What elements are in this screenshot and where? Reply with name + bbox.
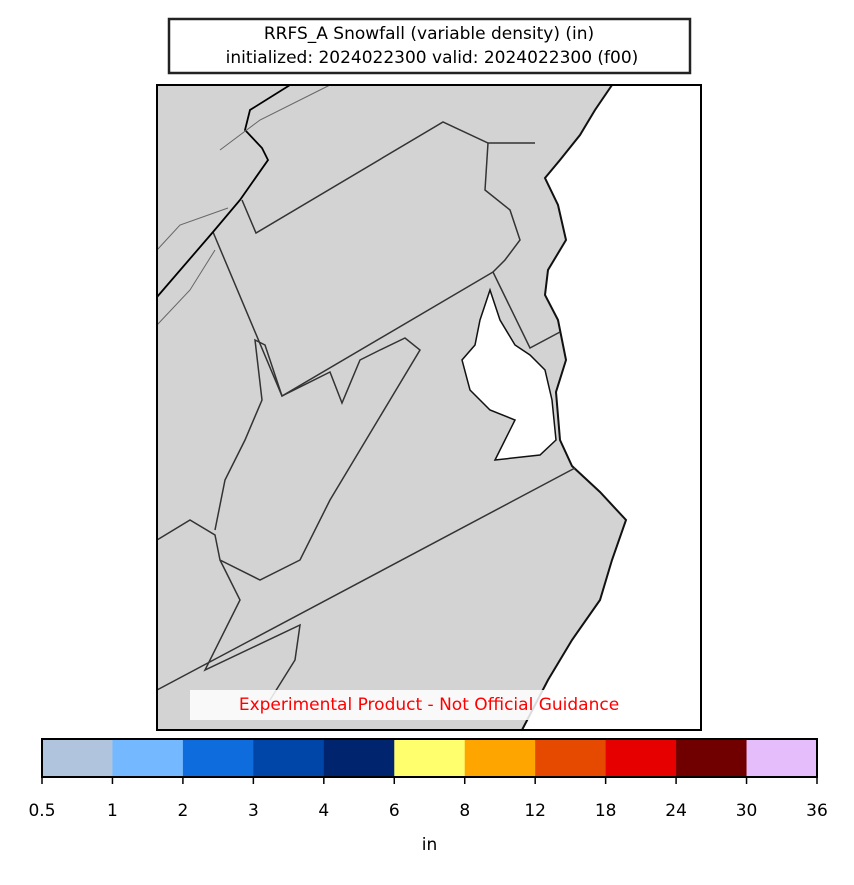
colorbar-label: in	[422, 835, 438, 855]
colorbar-tick-label: 30	[736, 801, 758, 821]
colorbar-tick-label: 3	[248, 801, 259, 821]
title-line: RRFS_A Snowfall (variable density) (in)	[264, 24, 594, 44]
colorbar-tick-label: 6	[389, 801, 400, 821]
colorbar-segment	[464, 739, 536, 777]
colorbar-tick-label: 18	[595, 801, 617, 821]
country-border	[156, 84, 291, 298]
title-box	[167, 17, 692, 75]
rivers	[156, 84, 331, 326]
colorbar-tick-label: 1	[107, 801, 118, 821]
colorbar-segment	[605, 739, 677, 777]
colorbar-segment	[746, 739, 818, 777]
colorbar-tick-label: 24	[665, 801, 687, 821]
colorbar-tick-label: 12	[524, 801, 546, 821]
colorbar-segment	[676, 739, 748, 777]
colorbar-tick-label: 2	[177, 801, 188, 821]
map-frame	[156, 84, 702, 731]
colorbar-segment	[394, 739, 466, 777]
colorbar-segment	[535, 739, 607, 777]
colorbar-frame	[41, 738, 818, 778]
bay	[461, 287, 557, 461]
colorbar-tick-label: 8	[459, 801, 470, 821]
colorbar-tick-label: 4	[318, 801, 329, 821]
state-borders	[156, 121, 576, 701]
colorbar-segment	[182, 739, 254, 777]
colorbar-segment	[323, 739, 395, 777]
land	[156, 84, 628, 731]
colorbar-tick-label: 36	[806, 801, 828, 821]
title-line: initialized: 2024022300 valid: 202402230…	[226, 48, 639, 68]
annotation: Experimental Product - Not Official Guid…	[239, 695, 619, 715]
colorbar-segment	[112, 739, 184, 777]
map-area: Experimental Product - Not Official Guid…	[156, 84, 702, 731]
colorbar-segment	[42, 739, 113, 777]
colorbar-segment	[253, 739, 325, 777]
annotation-box	[190, 690, 668, 720]
colorbar-tick-label: 0.5	[28, 801, 55, 821]
